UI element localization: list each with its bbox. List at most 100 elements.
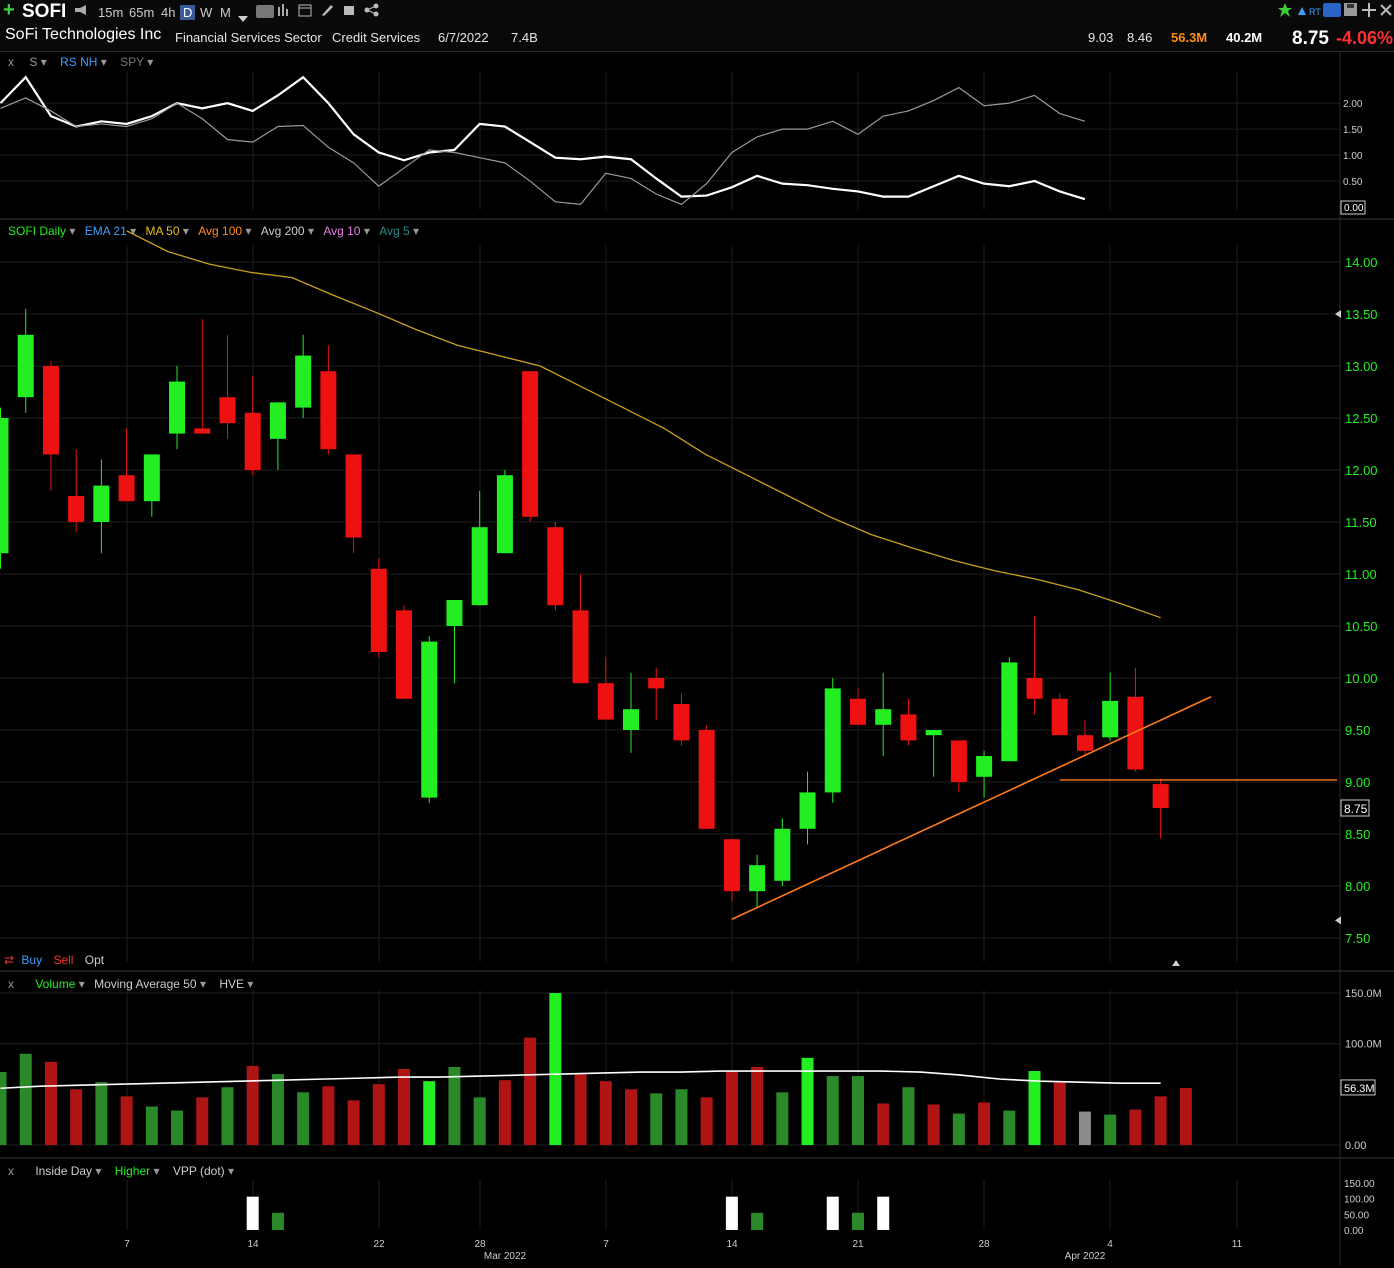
edit-icon[interactable] bbox=[342, 3, 356, 22]
legend-ma50[interactable]: MA 50 bbox=[145, 224, 180, 238]
legend-avg100[interactable]: Avg 100 bbox=[198, 224, 243, 238]
legend-volume[interactable]: Volume bbox=[35, 977, 76, 991]
patterns-close-button[interactable]: x bbox=[8, 1164, 14, 1178]
volume-bar bbox=[1179, 1087, 1192, 1145]
draw-pencil-icon[interactable] bbox=[320, 3, 334, 22]
candle-body bbox=[723, 839, 740, 892]
close-icon[interactable] bbox=[1380, 3, 1392, 21]
legend-sofi-daily[interactable]: SOFI Daily bbox=[8, 224, 67, 238]
sell-button[interactable]: Sell bbox=[53, 953, 74, 967]
interval-daily[interactable]: D bbox=[180, 5, 196, 20]
volume-bar bbox=[1003, 1110, 1016, 1145]
interval-4h[interactable]: 4h bbox=[161, 5, 176, 20]
price-tick-label: 11.00 bbox=[1345, 567, 1377, 582]
legend-avg5[interactable]: Avg 5 bbox=[379, 224, 410, 238]
symbol-ticker[interactable]: SOFI bbox=[22, 1, 67, 22]
inside-day-bar bbox=[725, 1196, 738, 1230]
volume-tick-label: 150.0M bbox=[1345, 988, 1382, 1000]
x-tick-label: Apr 2022 bbox=[1065, 1251, 1106, 1262]
rs-close-button[interactable]: x bbox=[8, 55, 14, 69]
calendar-icon[interactable] bbox=[298, 3, 312, 22]
patterns-pane-legend: x Inside Day ▾ Higher ▾ VPP (dot) ▾ bbox=[8, 1164, 235, 1178]
scroll-marker-icon bbox=[1335, 916, 1341, 925]
chart-area[interactable]: 2.00 1.50 1.00 0.50 0.00 14.00 13.50 13.00 12.50… bbox=[0, 52, 1394, 1268]
megaphone-icon[interactable] bbox=[74, 3, 88, 15]
star-icon[interactable] bbox=[1278, 3, 1292, 22]
rs-tick-label: 2.00 bbox=[1343, 99, 1363, 110]
volume-bar bbox=[1129, 1109, 1142, 1145]
candle-body bbox=[623, 709, 639, 730]
volume-bar bbox=[978, 1102, 991, 1145]
candle-body bbox=[976, 756, 993, 777]
volume-value: 56.3M bbox=[1171, 30, 1208, 45]
legend-inside-day[interactable]: Inside Day bbox=[35, 1164, 93, 1178]
save-icon[interactable] bbox=[1344, 3, 1357, 21]
avg-volume-value: 40.2M bbox=[1226, 30, 1263, 45]
volume-bar bbox=[1104, 1114, 1117, 1145]
volume-bar bbox=[297, 1092, 310, 1145]
rs-label-rsnh[interactable]: RS NH bbox=[60, 55, 98, 69]
x-tick-label: 14 bbox=[247, 1239, 259, 1250]
x-tick-label: Mar 2022 bbox=[484, 1251, 527, 1262]
sector-label[interactable]: Financial Services Sector bbox=[175, 30, 322, 45]
move-icon[interactable] bbox=[1362, 3, 1376, 22]
industry-label[interactable]: Credit Services bbox=[332, 30, 421, 45]
price-tick-label: 12.00 bbox=[1345, 463, 1378, 478]
candle-body bbox=[1001, 662, 1018, 762]
bars-icon[interactable] bbox=[277, 3, 291, 22]
buy-button[interactable]: Buy bbox=[21, 953, 43, 967]
last-price: 8.75 bbox=[1292, 28, 1329, 49]
legend-hve[interactable]: HVE bbox=[219, 977, 245, 991]
patterns-tick-label: 50.00 bbox=[1344, 1210, 1369, 1221]
candle-body bbox=[0, 418, 9, 554]
price-tick-label: 13.00 bbox=[1345, 359, 1378, 374]
stockcharts-icon[interactable] bbox=[1323, 3, 1341, 22]
volume-last-label: 56.3M bbox=[1344, 1083, 1375, 1095]
volume-bar bbox=[599, 1081, 612, 1145]
volume-bar bbox=[19, 1053, 32, 1145]
candle-body bbox=[749, 865, 766, 892]
legend-avg10[interactable]: Avg 10 bbox=[323, 224, 361, 238]
realtime-icon[interactable]: RT bbox=[1297, 4, 1321, 22]
candle-body bbox=[824, 688, 841, 793]
inside-day-bar bbox=[826, 1196, 839, 1230]
tc-icon[interactable] bbox=[256, 5, 274, 23]
legend-avg200[interactable]: Avg 200 bbox=[260, 224, 305, 238]
share-icon[interactable] bbox=[364, 3, 380, 22]
volume-bar bbox=[776, 1092, 789, 1145]
candle-body bbox=[169, 381, 186, 434]
market-cap: 7.4B bbox=[511, 30, 538, 45]
candle-body bbox=[900, 714, 917, 741]
price-tick-label: 10.50 bbox=[1345, 619, 1378, 634]
candle-body bbox=[1051, 698, 1068, 736]
higher-bar bbox=[851, 1212, 864, 1230]
x-tick-label: 22 bbox=[373, 1239, 385, 1250]
interval-dropdown-icon[interactable] bbox=[238, 9, 248, 27]
interval-weekly[interactable]: W bbox=[200, 5, 213, 20]
price-tick-label: 9.50 bbox=[1345, 723, 1370, 738]
price-tick-label: 10.00 bbox=[1345, 671, 1378, 686]
volume-bar bbox=[524, 1037, 537, 1145]
rs-label-s[interactable]: S bbox=[29, 55, 38, 69]
add-symbol-icon[interactable]: + bbox=[3, 0, 15, 21]
candle-body bbox=[1152, 784, 1169, 808]
legend-vpp[interactable]: VPP (dot) bbox=[172, 1164, 225, 1178]
legend-vol-ma50[interactable]: Moving Average 50 bbox=[94, 977, 197, 991]
volume-bar bbox=[322, 1086, 335, 1145]
rs-last-label-box bbox=[1340, 200, 1366, 215]
interval-65m[interactable]: 65m bbox=[129, 5, 155, 20]
volume-close-button[interactable]: x bbox=[8, 977, 14, 991]
candle-body bbox=[648, 678, 665, 689]
legend-higher[interactable]: Higher bbox=[114, 1164, 151, 1178]
interval-monthly[interactable]: M bbox=[220, 5, 231, 20]
volume-bar bbox=[246, 1065, 259, 1145]
candle-body bbox=[93, 485, 110, 522]
volume-bar bbox=[196, 1097, 209, 1145]
interval-15m[interactable]: 15m bbox=[98, 5, 124, 20]
date-label: 6/7/2022 bbox=[438, 30, 489, 45]
trade-icon[interactable]: ⇄ bbox=[4, 953, 15, 967]
options-button[interactable]: Opt bbox=[84, 953, 105, 967]
legend-ema21[interactable]: EMA 21 bbox=[84, 224, 127, 238]
rs-label-spy[interactable]: SPY bbox=[120, 55, 144, 69]
x-tick-label: 4 bbox=[1107, 1239, 1113, 1250]
